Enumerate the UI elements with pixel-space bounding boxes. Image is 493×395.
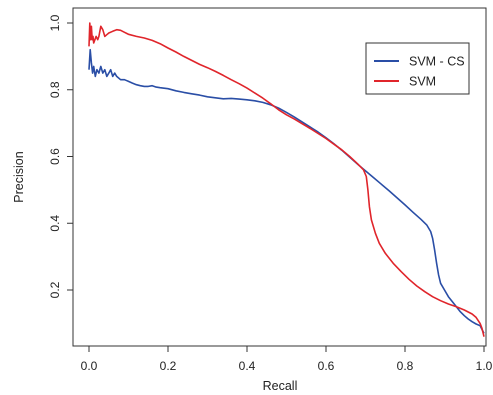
x-tick-label: 0.6	[318, 359, 335, 373]
x-tick-label: 1.0	[476, 359, 493, 373]
legend-label-svm-cs: SVM - CS	[409, 55, 465, 69]
y-axis: 0.2 0.4 0.6 0.8 1.0	[48, 14, 74, 298]
y-tick-label: 1.0	[48, 14, 62, 31]
x-tick-label: 0.4	[239, 359, 256, 373]
series-line-svm	[88, 22, 485, 337]
series-layer	[88, 22, 485, 337]
series-line-svm-cs	[88, 48, 485, 334]
x-tick-label: 0.2	[160, 359, 177, 373]
legend-label-svm: SVM	[409, 75, 436, 89]
y-tick-label: 0.4	[48, 215, 62, 232]
y-tick-label: 0.2	[48, 281, 62, 298]
y-axis-label: Precision	[12, 151, 26, 202]
legend: SVM - CS SVM	[365, 42, 470, 95]
x-tick-label: 0.8	[397, 359, 414, 373]
x-axis: 0.0 0.2 0.4 0.6 0.8 1.0	[81, 345, 493, 373]
legend-box	[365, 42, 470, 95]
x-axis-label: Recall	[263, 379, 298, 393]
x-tick-label: 0.0	[81, 359, 98, 373]
y-tick-label: 0.6	[48, 148, 62, 165]
y-tick-label: 0.8	[48, 81, 62, 98]
